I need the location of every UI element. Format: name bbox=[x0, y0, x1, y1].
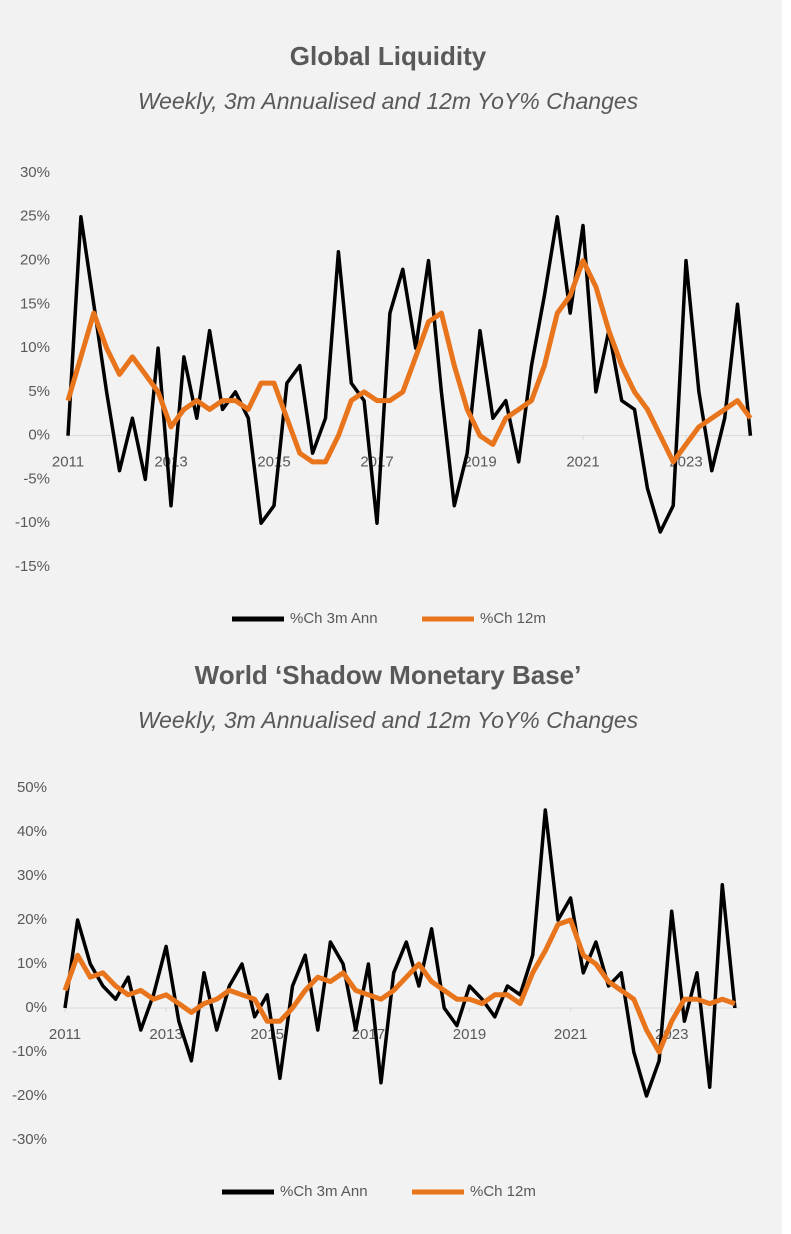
x-tick-label: 2013 bbox=[149, 1026, 182, 1043]
x-tick-label: 2015 bbox=[257, 454, 290, 471]
chart-subtitle: Weekly, 3m Annualised and 12m YoY% Chang… bbox=[138, 88, 639, 114]
chart-title: World ‘Shadow Monetary Base’ bbox=[195, 660, 582, 690]
series-line bbox=[62, 917, 736, 1055]
y-tick-label: 20% bbox=[17, 911, 47, 928]
y-tick-label: 0% bbox=[25, 999, 47, 1016]
y-tick-label: 40% bbox=[17, 823, 47, 840]
y-tick-label: -30% bbox=[12, 1131, 47, 1148]
y-tick-label: -20% bbox=[12, 1087, 47, 1104]
series-line bbox=[65, 258, 753, 465]
y-tick-label: 30% bbox=[20, 164, 50, 181]
y-tick-label: -10% bbox=[12, 1043, 47, 1060]
y-tick-label: -5% bbox=[23, 470, 50, 487]
x-tick-label: 2019 bbox=[453, 1026, 486, 1043]
x-tick-label: 2021 bbox=[566, 454, 599, 471]
y-tick-label: 10% bbox=[20, 339, 50, 356]
x-tick-label: 2019 bbox=[463, 454, 496, 471]
x-tick-label: 2017 bbox=[360, 454, 393, 471]
legend-label: %Ch 3m Ann bbox=[280, 1183, 368, 1200]
y-tick-label: 25% bbox=[20, 208, 50, 225]
y-tick-label: 30% bbox=[17, 867, 47, 884]
y-tick-label: -15% bbox=[15, 558, 50, 575]
y-tick-label: 20% bbox=[20, 252, 50, 269]
legend-label: %Ch 12m bbox=[470, 1183, 536, 1200]
legend-label: %Ch 3m Ann bbox=[290, 610, 378, 627]
x-tick-label: 2021 bbox=[554, 1026, 587, 1043]
y-tick-label: -10% bbox=[15, 514, 50, 531]
x-tick-label: 2011 bbox=[52, 454, 84, 471]
series-line bbox=[63, 808, 737, 1098]
legend-label: %Ch 12m bbox=[480, 610, 546, 627]
y-tick-label: 5% bbox=[28, 383, 50, 400]
y-tick-label: 15% bbox=[20, 295, 50, 312]
x-tick-label: 2015 bbox=[251, 1026, 284, 1043]
y-tick-label: 50% bbox=[17, 779, 47, 796]
x-tick-label: 2011 bbox=[49, 1026, 81, 1043]
x-tick-label: 2013 bbox=[154, 454, 187, 471]
chart-title: Global Liquidity bbox=[290, 41, 487, 71]
chart-subtitle: Weekly, 3m Annualised and 12m YoY% Chang… bbox=[138, 707, 639, 733]
series-line bbox=[66, 215, 753, 534]
y-tick-label: 0% bbox=[28, 427, 50, 444]
y-tick-label: 10% bbox=[17, 955, 47, 972]
